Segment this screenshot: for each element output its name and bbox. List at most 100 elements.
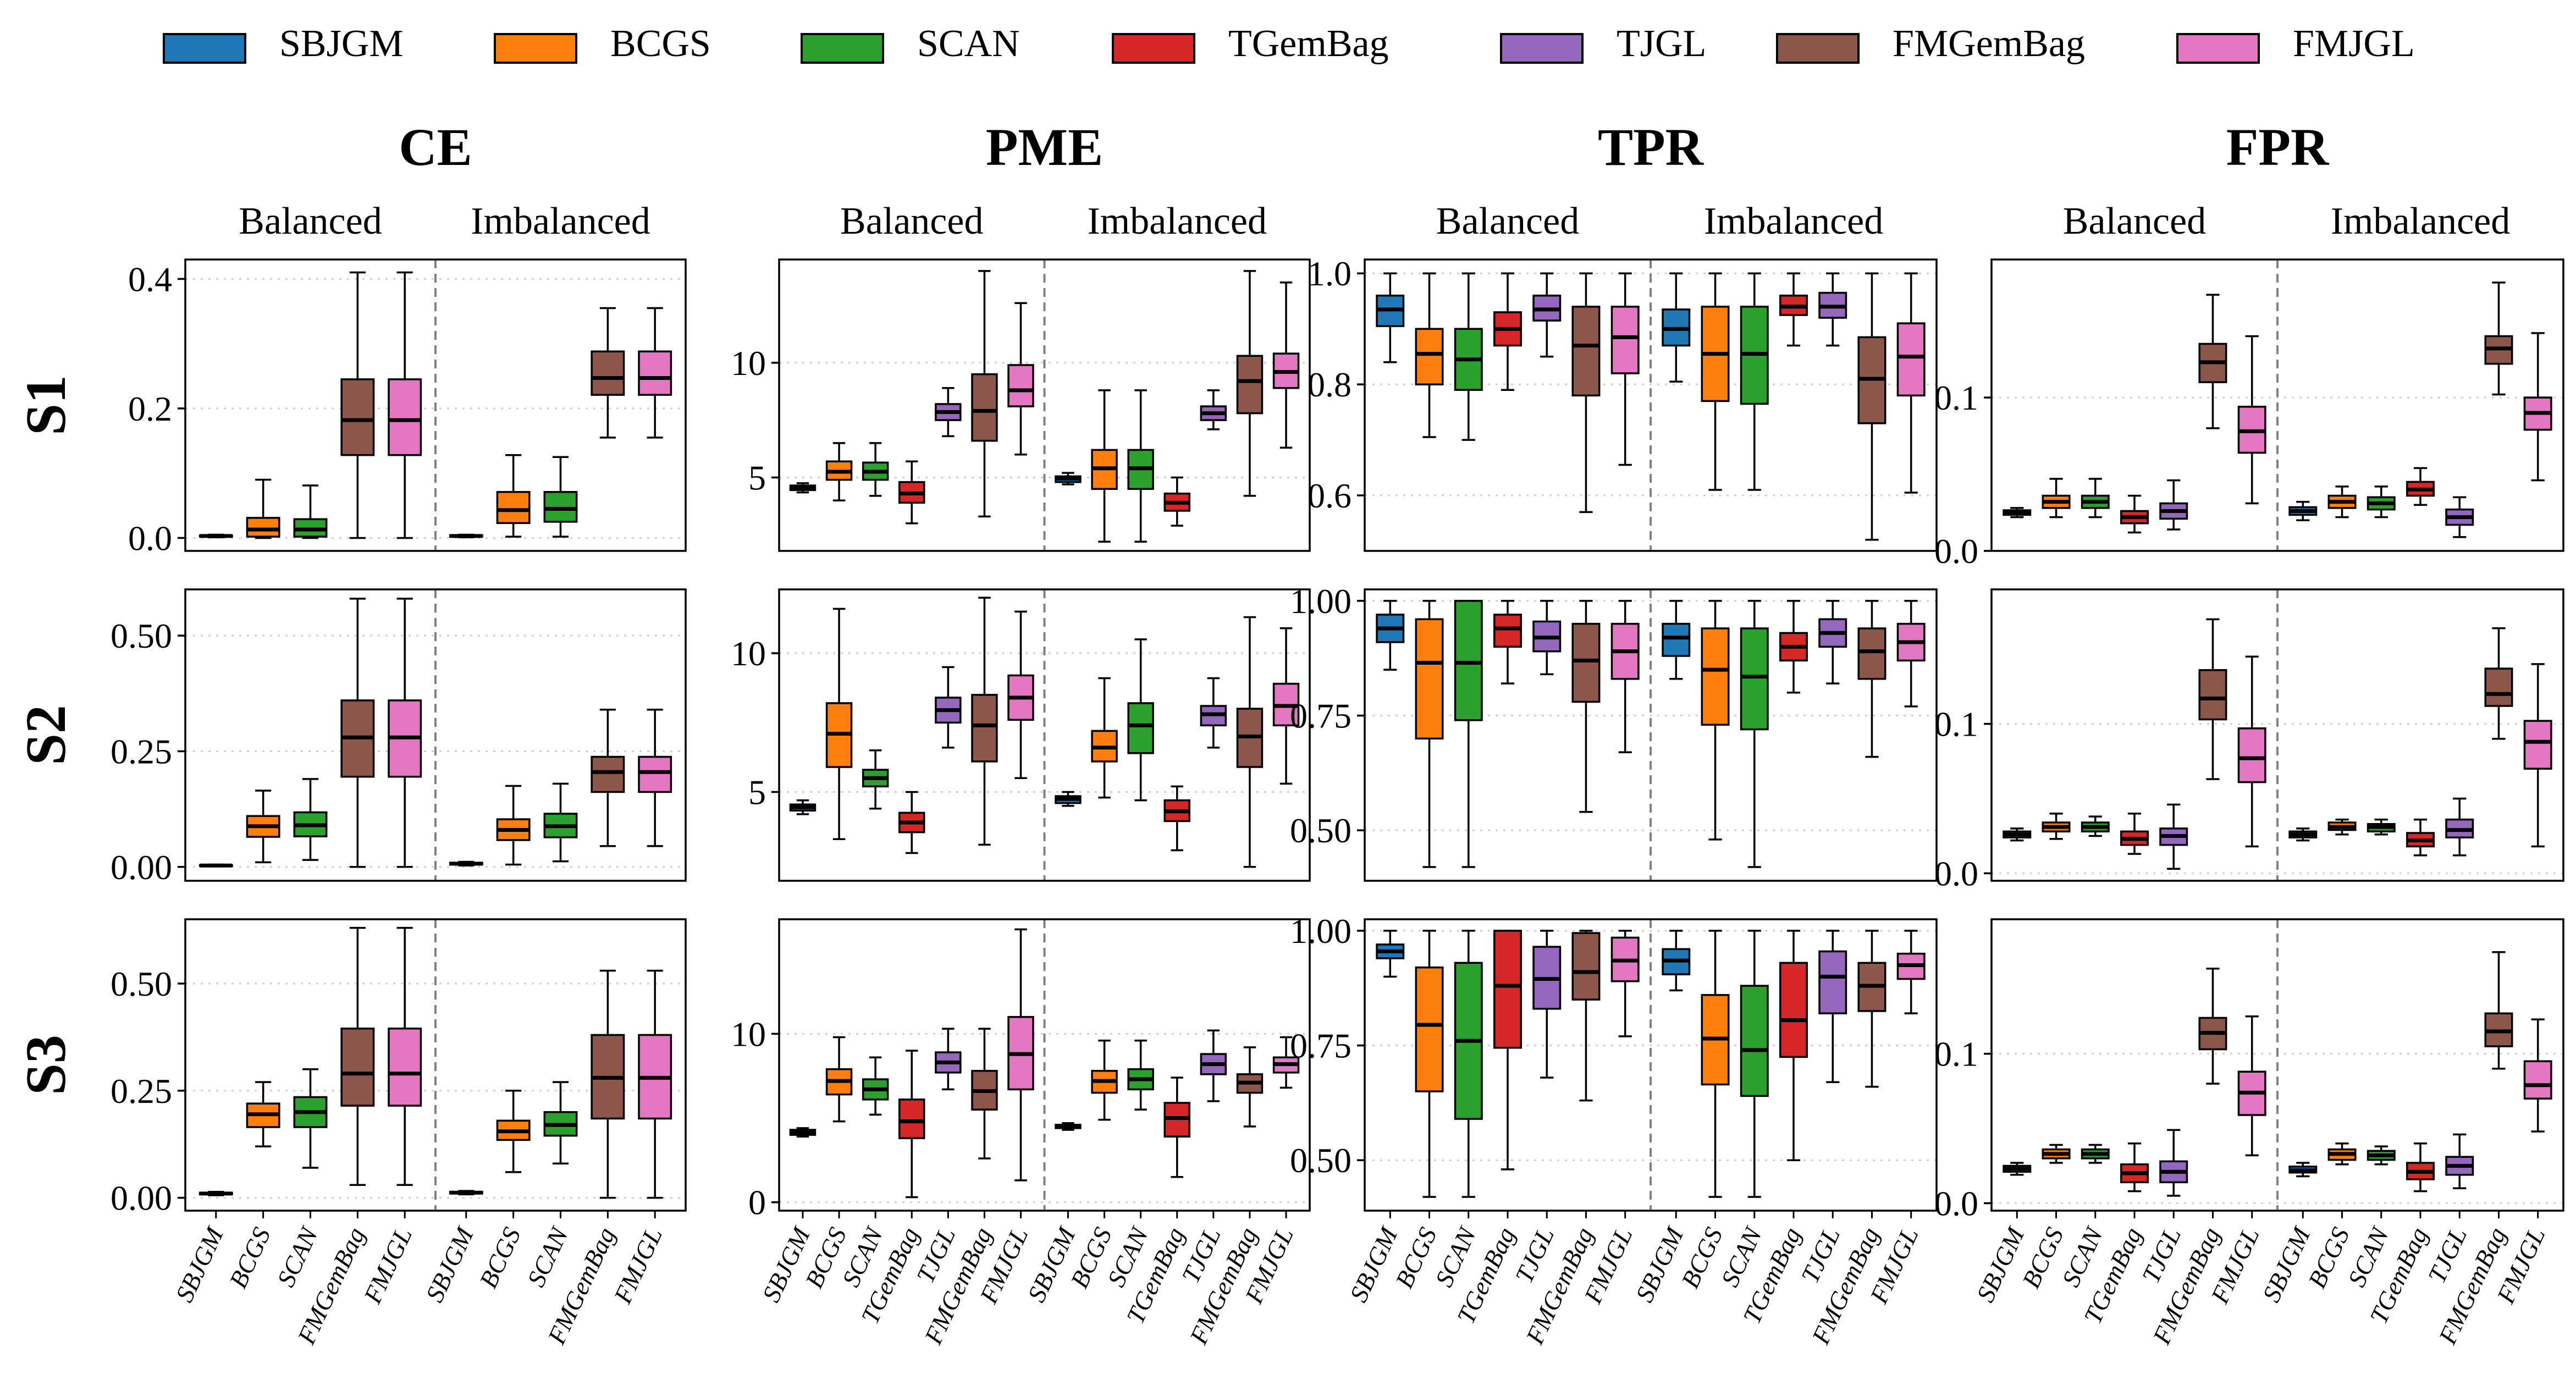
panel-frame: [184, 588, 687, 882]
y-tick-label: 1.00: [1290, 912, 1352, 951]
box-body: [388, 378, 422, 456]
box-bcgs: [1701, 600, 1730, 841]
y-tick-label: 0.4: [128, 260, 172, 299]
box-body: [1740, 985, 1769, 1097]
box-scan: [543, 456, 578, 538]
box-fmgembag: [340, 271, 375, 539]
y-tick-label: 0.1: [1934, 378, 1978, 417]
box-body: [1454, 600, 1483, 721]
y-tick-label: 0.1: [1934, 705, 1978, 744]
box-group-balanced: [2003, 618, 2266, 870]
box-bcgs: [2042, 478, 2071, 518]
legend-swatch: [494, 33, 577, 64]
y-tick-label: 0.25: [111, 732, 172, 771]
box-tgembag: [1779, 600, 1808, 694]
y-tick-label: 0.1: [1934, 1035, 1978, 1074]
y-tick-label: 0.2: [128, 389, 172, 428]
box-sbjgm: [2288, 500, 2318, 521]
box-fmgembag: [971, 597, 998, 846]
box-bcgs: [1701, 272, 1730, 491]
legend-label: BCGS: [610, 23, 711, 65]
box-scan: [2081, 478, 2110, 518]
scenario-label-s2: S2: [14, 705, 78, 765]
condition-label-imbalanced: Imbalanced: [471, 200, 650, 242]
box-body: [246, 517, 280, 538]
box-bcgs: [1091, 677, 1118, 799]
box-bcgs: [496, 785, 531, 866]
box-body: [898, 1099, 925, 1140]
panel-ce-s2: 0.00 0.25 0.50: [111, 588, 687, 887]
y-tick-label: 0.75: [1290, 697, 1352, 736]
y-tick-label: 0.25: [111, 1072, 172, 1111]
box-body: [591, 350, 625, 396]
legend-swatch: [163, 33, 246, 64]
panel-frame: [1364, 258, 1938, 552]
legend-item-tjgl: TJGL: [1500, 23, 1706, 65]
box-tgembag: [1493, 272, 1522, 391]
panel-pme-s2: 5 10: [731, 588, 1311, 882]
box-sbjgm: [1662, 600, 1691, 680]
box-sbjgm: [1376, 272, 1405, 363]
condition-label-balanced: Balanced: [2063, 200, 2206, 242]
box-fmjgl: [2237, 655, 2266, 848]
panel-frame: [778, 918, 1311, 1212]
box-group-imbalanced: [1662, 272, 1926, 541]
box-fmjgl: [2523, 332, 2552, 482]
box-bcgs: [1415, 600, 1444, 868]
box-body: [971, 373, 998, 442]
box-sbjgm: [789, 799, 817, 815]
box-group-imbalanced: [1055, 616, 1300, 868]
box-scan: [862, 749, 889, 810]
box-fmgembag: [2484, 627, 2513, 740]
box-tgembag: [1163, 476, 1190, 527]
legend: SBJGM BCGS SCAN TGemBag TJGL FMGemBag FMJGL: [163, 23, 2415, 65]
y-tick-label: 5: [748, 458, 766, 497]
box-group-balanced: [1376, 272, 1640, 514]
box-bcgs: [1415, 272, 1444, 438]
condition-label-balanced: Balanced: [239, 200, 382, 242]
y-tick-label: 1.00: [1290, 582, 1352, 621]
box-sbjgm: [198, 863, 233, 868]
box-tjgl: [1200, 677, 1227, 749]
box-tjgl: [2445, 797, 2474, 857]
box-body: [1896, 322, 1926, 397]
box-bcgs: [825, 442, 853, 501]
box-fmgembag: [1857, 272, 1887, 541]
box-sbjgm: [1055, 472, 1082, 485]
box-bcgs: [496, 454, 531, 538]
legend-swatch: [1776, 33, 1860, 64]
box-group-balanced: [198, 271, 422, 539]
box-tgembag: [898, 791, 925, 854]
box-tjgl: [2159, 479, 2188, 531]
legend-item-fmjgl: FMJGL: [2176, 23, 2415, 65]
legend-label: FMGemBag: [1893, 23, 2085, 65]
box-group-imbalanced: [2288, 281, 2552, 538]
box-body: [388, 1028, 422, 1107]
box-sbjgm: [2003, 507, 2032, 518]
box-fmjgl: [1610, 272, 1640, 466]
box-body: [340, 378, 375, 456]
box-scan: [2367, 485, 2396, 518]
panel-frame: [778, 258, 1311, 552]
box-group-imbalanced: [2288, 627, 2552, 857]
box-fmjgl: [638, 708, 672, 847]
legend-label: SCAN: [917, 23, 1020, 65]
legend-swatch: [801, 33, 884, 64]
y-tick-label: 0.6: [1308, 476, 1352, 515]
box-scan: [1127, 389, 1154, 543]
panel-frame: [184, 258, 687, 552]
box-fmjgl: [1007, 302, 1034, 456]
box-scan: [1454, 600, 1483, 868]
legend-swatch: [2176, 33, 2260, 64]
box-body: [1857, 627, 1887, 680]
box-tjgl: [2159, 803, 2188, 870]
box-bcgs: [246, 478, 280, 539]
condition-label-balanced: Balanced: [840, 200, 983, 242]
box-tgembag: [2120, 812, 2149, 855]
box-tgembag: [1493, 600, 1522, 685]
box-body: [1779, 962, 1808, 1058]
box-body: [2523, 720, 2552, 770]
metric-title-pme: PME: [986, 118, 1103, 176]
box-fmgembag: [2484, 281, 2513, 396]
